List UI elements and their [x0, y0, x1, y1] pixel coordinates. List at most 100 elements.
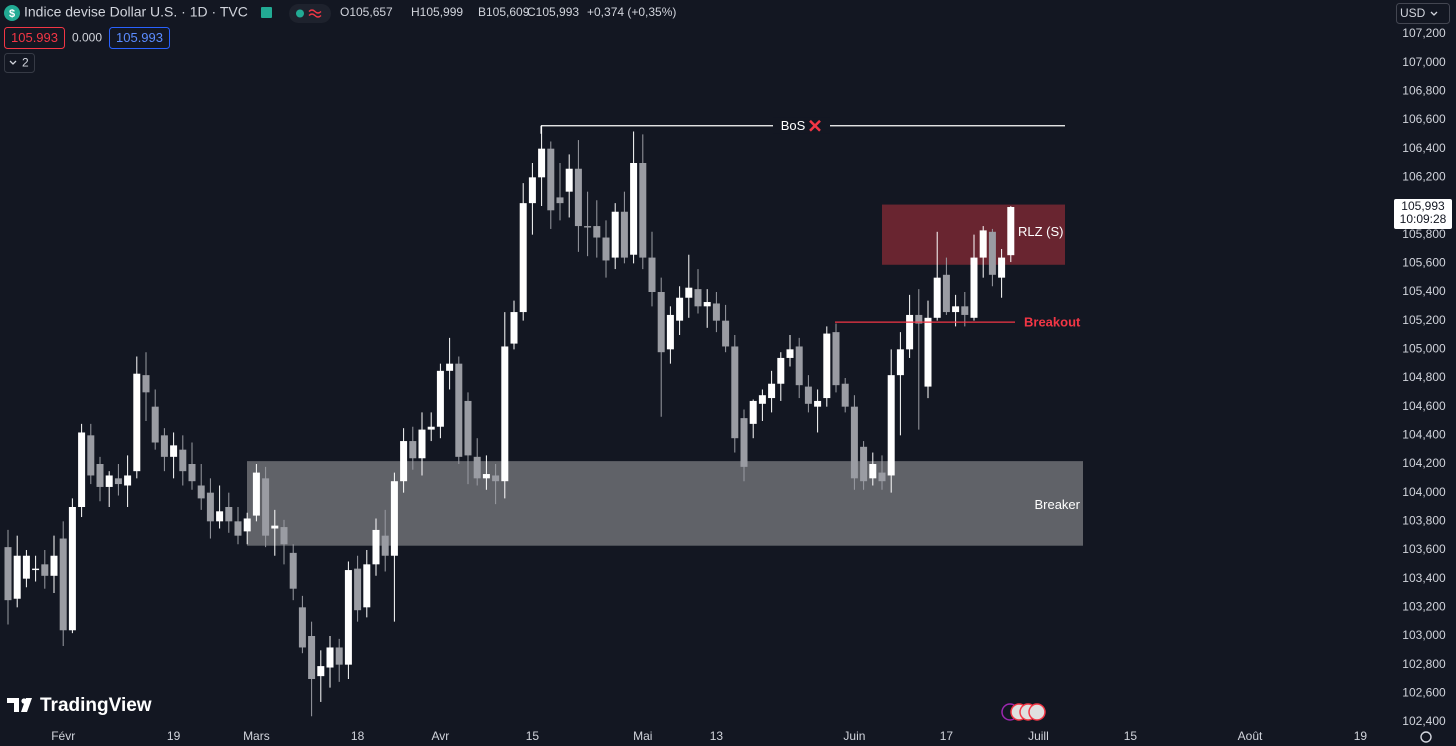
candle-body	[151, 406, 159, 443]
countdown: 10:09:28	[1400, 212, 1447, 226]
y-tick-label: 105,200	[1402, 313, 1446, 327]
symbol-icon	[4, 5, 20, 21]
candle-body	[179, 449, 187, 472]
candle-body	[344, 570, 352, 665]
ohlc-low: B105,609	[478, 5, 530, 19]
ohlc-change: +0,374 (+0,35%)	[587, 5, 676, 19]
level-label: BoS	[781, 118, 806, 133]
candle-body	[501, 346, 509, 482]
candle-body	[850, 406, 858, 479]
candle-body	[390, 481, 398, 556]
candle-body	[363, 564, 371, 608]
candle-body	[142, 375, 150, 393]
candle-body	[4, 547, 12, 601]
y-tick-label: 104,400	[1402, 428, 1446, 442]
candle-body	[832, 332, 840, 386]
chevron	[1430, 11, 1438, 16]
y-tick-label: 107,200	[1402, 26, 1446, 40]
candle-body	[823, 333, 831, 399]
candle-body	[952, 306, 960, 313]
candle-body	[455, 363, 463, 457]
candle-body	[795, 346, 803, 386]
candle-body	[170, 445, 178, 457]
y-tick-label: 106,600	[1402, 112, 1446, 126]
bid-box[interactable]	[4, 27, 65, 49]
spread: 0.000	[72, 31, 102, 45]
level-label: Breakout	[1024, 315, 1081, 330]
candle-body	[777, 357, 785, 384]
candle-body	[96, 464, 104, 487]
candle-body	[409, 441, 417, 459]
candle-body	[427, 426, 435, 430]
candle-body	[206, 492, 214, 522]
candle-body	[648, 257, 656, 292]
candle-body	[547, 148, 555, 211]
candle-body	[906, 314, 914, 350]
settings-icon[interactable]	[1420, 731, 1432, 743]
candle-body	[188, 464, 196, 482]
candle-body	[234, 521, 242, 536]
ohlc-high: H105,999	[411, 5, 463, 19]
candle-body	[492, 475, 500, 482]
ask-price: 105.993	[116, 30, 163, 45]
candle-body	[160, 435, 168, 457]
symbol-title[interactable]: Indice devise Dollar U.S. · 1D · TVC	[24, 4, 248, 20]
zone-label: Breaker	[1034, 497, 1080, 512]
candle-body	[354, 568, 362, 611]
indicator-toggle[interactable]	[4, 53, 35, 73]
last-price: 105,993	[1401, 199, 1445, 213]
ohlc-close: C105,993	[527, 5, 579, 19]
candle-body	[924, 317, 932, 387]
candle-body	[712, 303, 720, 321]
candle-body	[574, 168, 582, 227]
candle-body	[114, 478, 122, 485]
candle-body	[584, 226, 592, 228]
candle-body	[105, 475, 113, 487]
event-flags[interactable]	[1001, 703, 1046, 721]
candle-body	[758, 395, 766, 404]
x-tick-label: 19	[1354, 729, 1368, 743]
status-pill[interactable]	[289, 4, 331, 23]
y-tick-label: 106,200	[1402, 170, 1446, 184]
candle-body	[78, 432, 86, 507]
candle-body	[694, 289, 702, 307]
ask-box[interactable]	[109, 27, 170, 49]
candle-body	[528, 177, 536, 204]
plot: 102,400 102,600 102,800 103,000 103,200 103,4…	[4, 26, 1446, 743]
x-tick-label: 18	[351, 729, 365, 743]
y-tick-label: 103,200	[1402, 600, 1446, 614]
currency: USD	[1400, 6, 1426, 20]
currency-select[interactable]	[1396, 3, 1450, 24]
candle-body	[400, 441, 408, 482]
y-tick-label: 104,200	[1402, 456, 1446, 470]
x-tick-label: Avr	[432, 729, 450, 743]
candle-body	[676, 297, 684, 321]
y-tick-label: 102,400	[1402, 714, 1446, 728]
candle-body	[768, 383, 776, 399]
zone	[247, 461, 1083, 546]
x-tick-label: 15	[1124, 729, 1138, 743]
candle-body	[271, 525, 279, 529]
candle-body	[620, 211, 628, 258]
candle-body	[841, 383, 849, 407]
candle-body	[786, 349, 794, 358]
x-tick-label: Mai	[633, 729, 652, 743]
y-tick-label: 103,400	[1402, 571, 1446, 585]
candle-body	[381, 535, 389, 556]
candle-body	[464, 400, 472, 456]
candle-body	[41, 564, 49, 576]
symbol-icon-glyph: $	[9, 8, 15, 20]
x-tick-label: Mars	[243, 729, 270, 743]
candle-body	[473, 456, 481, 479]
x-tick-label: Juill	[1028, 729, 1049, 743]
candle-body	[519, 203, 527, 313]
indicator-count: 2	[22, 56, 29, 70]
candle-body	[262, 478, 270, 536]
candle-body	[869, 464, 877, 479]
candle-body	[308, 636, 316, 679]
event-flag[interactable]	[1028, 703, 1046, 721]
x-tick-label: 17	[940, 729, 954, 743]
label-gap	[773, 117, 830, 134]
candle-body	[59, 538, 67, 631]
candle-body	[915, 314, 923, 324]
